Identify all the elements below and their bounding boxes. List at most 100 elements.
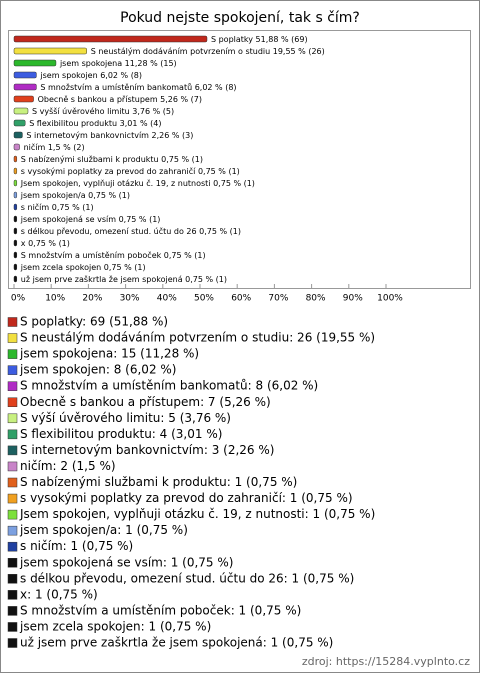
value-label: 0,75 % (1) xyxy=(104,263,146,272)
category-label: S nabízenými službami k produktu xyxy=(21,155,159,164)
value-label: 19,55 % (26) xyxy=(273,47,325,56)
x-tick-label: 100% xyxy=(377,294,403,304)
x-tick-label: 70% xyxy=(268,294,288,304)
legend-swatch xyxy=(7,333,18,343)
plot-frame xyxy=(8,30,471,289)
bar xyxy=(13,203,18,211)
category-label: S množstvím a umístěním poboček xyxy=(21,250,162,260)
bar xyxy=(13,167,18,175)
legend-swatch xyxy=(7,429,18,440)
bar-label: S nabízenými službami k produktu 0,75 % … xyxy=(21,155,203,164)
bar-label: Obecně s bankou a přístupem 5,26 % (7) xyxy=(38,95,202,104)
x-tick-label: 90% xyxy=(343,294,363,304)
bar xyxy=(13,179,18,187)
bar xyxy=(13,119,26,127)
category-label: jsem spokojená se vsím xyxy=(20,215,116,224)
bar xyxy=(13,59,57,67)
legend-label: jsem spokojena: 15 (11,28 %) xyxy=(19,347,199,361)
legend-swatch xyxy=(7,509,18,520)
category-label: už jsem prve zaškrtla že jsem spokojená xyxy=(21,274,183,284)
legend-swatch xyxy=(7,477,18,488)
bar xyxy=(13,35,208,43)
category-label: S neustálým dodáváním potvrzením o studi… xyxy=(91,47,270,56)
bar xyxy=(13,155,18,163)
bar-label: S flexibilitou produktu 3,01 % (4) xyxy=(29,119,161,128)
legend-swatch xyxy=(7,525,18,536)
value-label: 6,02 % (8) xyxy=(100,71,142,80)
x-tick-label: 20% xyxy=(82,294,102,304)
bar-label: jsem spokojen 6,02 % (8) xyxy=(39,71,142,80)
bar-label: jsem spokojená se vsím 0,75 % (1) xyxy=(20,215,161,224)
legend-swatch xyxy=(7,445,18,456)
legend-swatch xyxy=(7,349,18,359)
bar xyxy=(13,47,87,55)
bar xyxy=(13,131,23,139)
bar xyxy=(13,107,29,115)
legend-label: x: 1 (0,75 %) xyxy=(20,587,98,601)
bar-label: S množstvím a umístěním poboček 0,75 % (… xyxy=(21,250,206,260)
category-label: jsem spokojen xyxy=(39,71,97,80)
bar-label: S internetovým bankovnictvím 2,26 % (3) xyxy=(26,131,193,140)
legend-label: jsem zcela spokojen: 1 (0,75 %) xyxy=(19,619,211,633)
bar xyxy=(13,263,18,271)
legend-label: už jsem prve zaškrtla že jsem spokojená:… xyxy=(20,636,333,650)
value-label: 5,26 % (7) xyxy=(160,95,202,104)
value-label: 0,75 % (1) xyxy=(185,275,227,284)
category-label: s ničím xyxy=(21,202,50,212)
legend-label: s ničím: 1 (0,75 %) xyxy=(20,539,133,553)
value-label: 2,26 % (3) xyxy=(152,131,194,140)
legend-label: S poplatky: 69 (51,88 %) xyxy=(20,315,168,329)
category-label: x xyxy=(21,239,26,248)
legend-swatch xyxy=(7,365,18,375)
category-label: Obecně s bankou a přístupem xyxy=(38,95,158,104)
value-label: 0,75 % (1) xyxy=(119,215,161,224)
legend-label: S neustálým dodáváním potvrzením o studi… xyxy=(20,331,375,345)
value-label: 6,02 % (8) xyxy=(195,83,237,92)
legend-swatch xyxy=(7,381,18,391)
x-tick-label: 10% xyxy=(45,294,65,304)
legend-swatch xyxy=(7,317,18,327)
chart-title: Pokud nejste spokojení, tak s čím? xyxy=(120,10,360,26)
legend-swatch xyxy=(7,461,18,472)
value-label: 3,01 % (4) xyxy=(120,119,162,128)
x-tick-label: 0% xyxy=(11,294,26,304)
category-label: S poplatky xyxy=(211,35,253,44)
x-tick-label: 40% xyxy=(157,294,177,304)
value-label: 11,28 % (15) xyxy=(125,59,177,68)
x-tick-label: 30% xyxy=(120,294,140,304)
legend-swatch xyxy=(7,413,18,424)
value-label: 0,75 % (1) xyxy=(161,155,203,164)
category-label: S flexibilitou produktu xyxy=(29,119,117,128)
legend-label: S internetovým bankovnictvím: 3 (2,26 %) xyxy=(20,443,274,457)
legend-label: jsem spokojená se vsím: 1 (0,75 %) xyxy=(19,555,233,569)
legend-swatch xyxy=(7,541,18,552)
bar-label: jsem spokojen/a 0,75 % (1) xyxy=(20,191,130,200)
legend-label: Jsem spokojen, vyplňuji otázku č. 19, z … xyxy=(19,507,375,521)
category-label: S vyšší úvěrového limitu xyxy=(32,106,130,116)
legend-label: s vysokými poplatky za prevod do zahrani… xyxy=(20,491,353,505)
bar-label: s délkou převodu, omezení stud. účtu do … xyxy=(21,226,241,236)
bar-label: s ničím 0,75 % (1) xyxy=(21,202,94,212)
category-label: s délkou převodu, omezení stud. účtu do … xyxy=(21,226,197,236)
legend-label: ničím: 2 (1,5 %) xyxy=(20,459,116,473)
category-label: s vysokými poplatky za prevod do zahrani… xyxy=(21,166,196,176)
bar xyxy=(13,143,20,151)
category-label: jsem spokojen/a xyxy=(20,191,86,200)
x-tick-label: 80% xyxy=(306,294,326,304)
category-label: S internetovým bankovnictvím xyxy=(26,131,149,140)
value-label: 0,75 % (1) xyxy=(164,251,206,260)
bar xyxy=(13,71,37,79)
legend-label: jsem spokojen: 8 (6,02 %) xyxy=(19,363,176,377)
bar-label: už jsem prve zaškrtla že jsem spokojená … xyxy=(21,274,227,284)
bar xyxy=(13,95,34,103)
bar-label: S poplatky 51,88 % (69) xyxy=(211,35,308,44)
value-label: 0,75 % (1) xyxy=(213,179,255,188)
value-label: 51,88 % (69) xyxy=(256,35,308,44)
bar xyxy=(13,251,18,259)
bar xyxy=(13,227,18,235)
x-tick-label: 50% xyxy=(194,294,214,304)
legend-swatch xyxy=(7,493,18,504)
legend-swatch xyxy=(7,622,18,632)
bar xyxy=(13,83,37,91)
